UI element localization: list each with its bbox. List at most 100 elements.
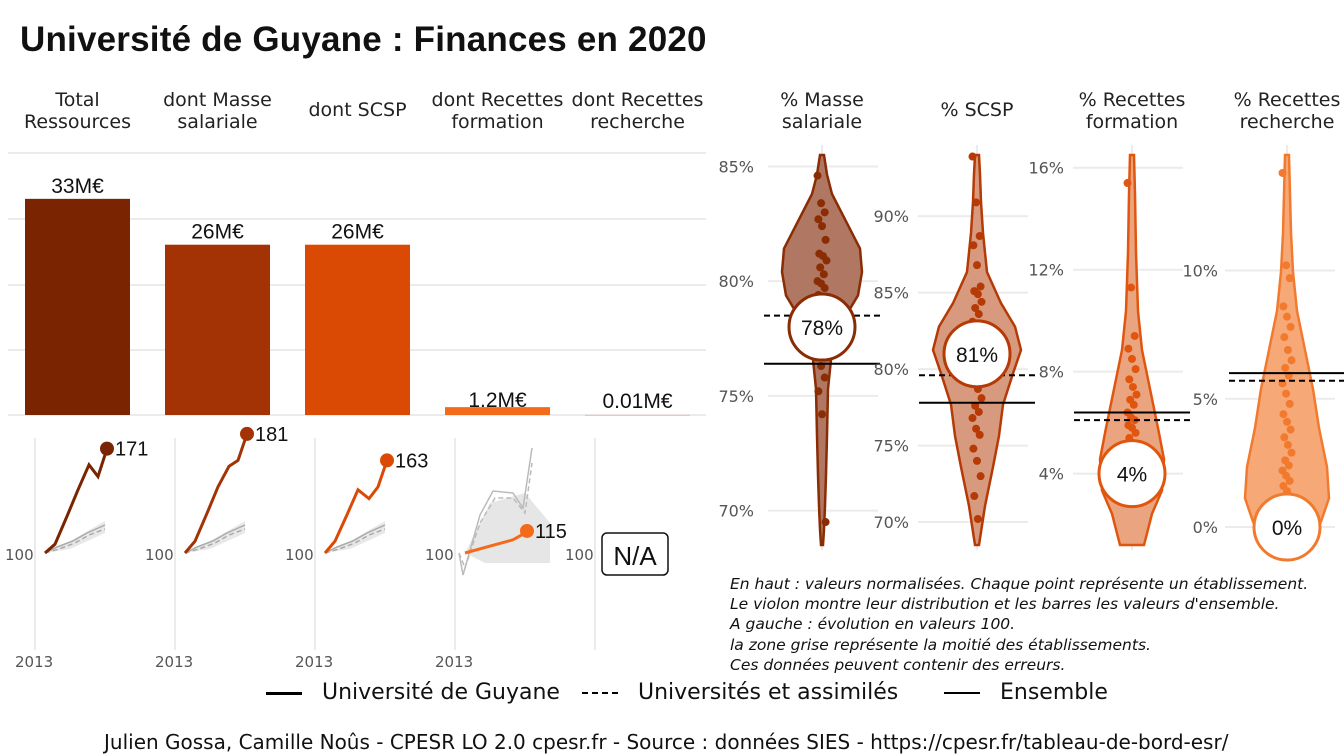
violin-dot — [1282, 261, 1291, 270]
violin-label: % Recettes — [1234, 89, 1341, 111]
bar — [585, 414, 690, 416]
violin-dot — [1285, 476, 1294, 485]
line-end-label: 115 — [535, 521, 567, 543]
legend-universites-line — [582, 692, 618, 694]
value-bubble — [787, 292, 857, 362]
violin-dot — [1284, 461, 1293, 470]
line-gray-band — [325, 521, 385, 553]
bar-value-label: 1.2M€ — [468, 389, 527, 412]
violin-tick-label: 75% — [873, 437, 909, 456]
violin-dot — [977, 297, 986, 306]
violin-dot — [818, 222, 826, 231]
line-end-point — [520, 523, 534, 538]
line-universites-ref — [184, 528, 246, 554]
bar — [445, 407, 550, 415]
violin-dot — [977, 394, 986, 403]
line-ensemble-ref — [458, 447, 533, 576]
violin-dot — [970, 492, 979, 501]
violin-dot — [819, 270, 828, 279]
line-end-point — [240, 426, 254, 441]
violin-tick-label: 0% — [1193, 518, 1218, 537]
bar — [25, 198, 130, 415]
violin-dot — [1131, 428, 1140, 437]
violin-dot — [1280, 333, 1289, 342]
violin-dot — [820, 284, 829, 293]
violin-dot — [1279, 410, 1288, 419]
page-title: Université de Guyane : Finances en 2020 — [20, 20, 707, 59]
bar-category-label: formation — [451, 111, 543, 133]
violin-dot — [1286, 322, 1295, 331]
line-ensemble-ref — [44, 524, 106, 554]
violin-dot — [1130, 331, 1139, 340]
violin-dot — [814, 215, 823, 224]
na-label: N/A — [613, 541, 657, 571]
line-end-label: 163 — [395, 450, 428, 472]
violin-tick-label: 4% — [1039, 465, 1064, 484]
violin-dot — [969, 444, 978, 453]
line-end-label: 171 — [115, 439, 148, 461]
na-box — [601, 532, 669, 576]
violin-tick-label: 70% — [873, 513, 909, 532]
bar-value-label: 0.01M€ — [602, 390, 672, 413]
legend-universites-label: Universités et assimilés — [638, 680, 899, 705]
violin-dot — [1132, 390, 1141, 399]
bar — [165, 244, 270, 415]
violin-dot — [1124, 344, 1133, 353]
note-line-5: Ces données peuvent contenir des erreurs… — [730, 656, 1066, 674]
violin-dot — [1285, 399, 1294, 408]
violin-label: salariale — [782, 111, 862, 133]
violin-dot — [1128, 382, 1137, 391]
bar-category-label: dont SCSP — [308, 99, 406, 121]
bar-category-label: Total — [54, 89, 99, 111]
note-line-3: A gauche : évolution en valeurs 100. — [730, 615, 1016, 633]
violin-dot — [1131, 365, 1140, 374]
violin-dot — [972, 424, 981, 433]
violin-dot — [1127, 283, 1136, 292]
violin-dot — [1287, 448, 1296, 457]
violin-dot — [821, 235, 830, 244]
bar-category-label: dont Recettes — [432, 89, 564, 111]
violin-tick-label: 85% — [873, 284, 909, 303]
value-bubble-label: 81% — [956, 344, 998, 367]
violin-tick-label: 85% — [718, 157, 754, 176]
violin-dot — [1283, 440, 1292, 449]
violin-tick-label: 80% — [873, 360, 909, 379]
violin-dot — [818, 410, 826, 419]
violin-dot — [1286, 425, 1295, 434]
bar-category-label: Ressources — [24, 111, 131, 133]
violin-dot — [972, 198, 981, 207]
violin-dot — [973, 515, 982, 523]
bar-category-label: dont Recettes — [572, 89, 704, 111]
violin-dot — [974, 407, 983, 416]
violin-tick-label: 90% — [873, 207, 909, 226]
bar-value-label: 26M€ — [331, 221, 384, 244]
bar — [305, 244, 410, 415]
violin-dot — [1128, 354, 1136, 363]
line-baseline-label: 100 — [5, 546, 34, 564]
value-bubble — [1252, 492, 1322, 562]
violin-dot — [973, 456, 981, 465]
violin-dot — [974, 310, 983, 319]
violin-dot — [1279, 302, 1288, 311]
line-x-label: 2013 — [15, 653, 53, 671]
violin-dot — [1125, 375, 1134, 384]
line-ensemble-ref — [184, 524, 246, 554]
violin-dot — [1287, 356, 1296, 365]
violin-tick-label: 80% — [718, 272, 754, 291]
line-ensemble-ref — [324, 524, 386, 554]
violin-dot — [1278, 168, 1287, 177]
bar-category-label: recherche — [590, 111, 685, 133]
line-universites-ref — [458, 462, 533, 571]
line-baseline-label: 100 — [145, 546, 174, 564]
violin-dot — [968, 152, 977, 161]
line-x-label: 2013 — [155, 653, 193, 671]
line-baseline-label: 100 — [285, 546, 314, 564]
line-gray-band — [185, 521, 245, 553]
violin-tick-label: 16% — [1028, 159, 1064, 178]
value-bubble-label: 78% — [801, 317, 843, 340]
violin-dot — [1283, 346, 1292, 354]
note-line-1: En haut : valeurs normalisées. Chaque po… — [730, 575, 1309, 593]
violin-dot — [1283, 312, 1291, 321]
bar-category-label: dont Masse — [163, 89, 272, 111]
line-x-label: 2013 — [295, 653, 333, 671]
